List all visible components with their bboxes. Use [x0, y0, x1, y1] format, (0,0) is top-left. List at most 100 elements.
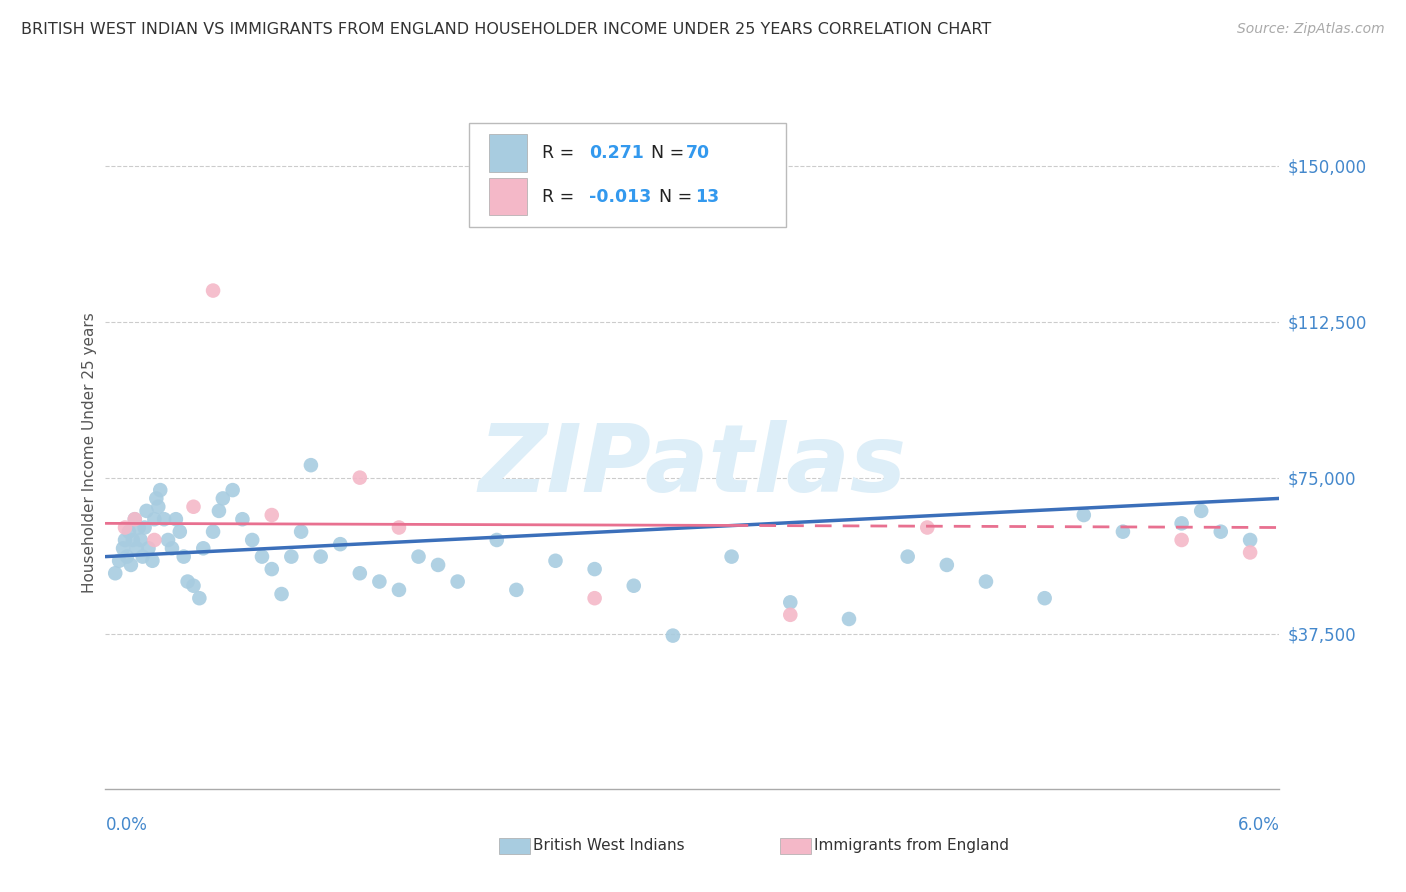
Point — [329, 537, 352, 551]
Point — [1189, 504, 1212, 518]
Point — [427, 558, 450, 572]
Point — [129, 533, 152, 547]
Text: 0.0%: 0.0% — [105, 816, 148, 834]
Point — [260, 562, 283, 576]
Point — [250, 549, 273, 564]
FancyBboxPatch shape — [470, 123, 786, 227]
Point — [221, 483, 243, 497]
Point — [143, 533, 166, 547]
Text: BRITISH WEST INDIAN VS IMMIGRANTS FROM ENGLAND HOUSEHOLDER INCOME UNDER 25 YEARS: BRITISH WEST INDIAN VS IMMIGRANTS FROM E… — [21, 22, 991, 37]
Bar — [489, 135, 527, 171]
Point — [124, 512, 146, 526]
Point — [446, 574, 468, 589]
Point — [779, 595, 801, 609]
Point — [1073, 508, 1095, 522]
Text: 6.0%: 6.0% — [1237, 816, 1279, 834]
Point — [188, 591, 211, 606]
Text: Source: ZipAtlas.com: Source: ZipAtlas.com — [1237, 22, 1385, 37]
Point — [1239, 545, 1261, 559]
Point — [270, 587, 292, 601]
Point — [349, 470, 371, 484]
Point — [120, 558, 142, 572]
Y-axis label: Householder Income Under 25 years: Householder Income Under 25 years — [82, 312, 97, 593]
Point — [169, 524, 191, 539]
Point — [173, 549, 195, 564]
Point — [1112, 524, 1135, 539]
Point — [623, 579, 645, 593]
Text: N =: N = — [640, 144, 689, 162]
Point — [240, 533, 263, 547]
Point — [160, 541, 183, 556]
Point — [114, 520, 136, 534]
Point — [388, 582, 411, 597]
Point — [148, 500, 170, 514]
Point — [368, 574, 391, 589]
Point — [193, 541, 215, 556]
Point — [299, 458, 322, 472]
Point — [125, 541, 148, 556]
Point — [290, 524, 312, 539]
Point — [974, 574, 997, 589]
Point — [118, 524, 141, 539]
Text: 13: 13 — [695, 188, 718, 206]
Point — [183, 579, 205, 593]
Point — [183, 500, 205, 514]
Point — [145, 491, 167, 506]
Point — [208, 504, 231, 518]
Point — [135, 504, 157, 518]
Point — [1033, 591, 1056, 606]
Point — [138, 541, 160, 556]
Point — [349, 566, 371, 581]
Point — [231, 512, 253, 526]
Point — [583, 591, 606, 606]
Point — [202, 524, 225, 539]
Point — [141, 554, 163, 568]
Point — [280, 549, 302, 564]
Point — [1170, 533, 1192, 547]
Point — [114, 533, 136, 547]
Point — [388, 520, 411, 534]
Point — [1239, 533, 1261, 547]
Point — [1170, 516, 1192, 531]
Point — [1209, 524, 1232, 539]
Point — [176, 574, 198, 589]
Point — [143, 512, 166, 526]
Point — [260, 508, 283, 522]
Point — [128, 520, 150, 534]
Text: R =: R = — [543, 144, 579, 162]
Point — [662, 629, 685, 643]
Text: Immigrants from England: Immigrants from England — [814, 838, 1010, 853]
Point — [211, 491, 233, 506]
Point — [583, 562, 606, 576]
Point — [134, 520, 156, 534]
Point — [544, 554, 567, 568]
Point — [157, 533, 180, 547]
Point — [124, 512, 146, 526]
Text: -0.013: -0.013 — [589, 188, 651, 206]
Point — [309, 549, 332, 564]
Point — [202, 284, 225, 298]
Text: British West Indians: British West Indians — [533, 838, 685, 853]
Point — [408, 549, 430, 564]
Point — [115, 549, 138, 564]
Point — [897, 549, 920, 564]
Text: R =: R = — [543, 188, 579, 206]
Point — [720, 549, 742, 564]
Point — [838, 612, 860, 626]
Point — [149, 483, 172, 497]
Point — [779, 607, 801, 622]
Text: 0.271: 0.271 — [589, 144, 644, 162]
Point — [485, 533, 508, 547]
Point — [505, 582, 527, 597]
Point — [108, 554, 131, 568]
Point — [112, 541, 135, 556]
Text: ZIPatlas: ZIPatlas — [478, 420, 907, 512]
Text: 70: 70 — [685, 144, 710, 162]
Point — [917, 520, 939, 534]
Point — [131, 549, 153, 564]
Point — [935, 558, 957, 572]
Point — [153, 512, 176, 526]
Point — [104, 566, 127, 581]
Point — [121, 533, 143, 547]
Point — [165, 512, 187, 526]
